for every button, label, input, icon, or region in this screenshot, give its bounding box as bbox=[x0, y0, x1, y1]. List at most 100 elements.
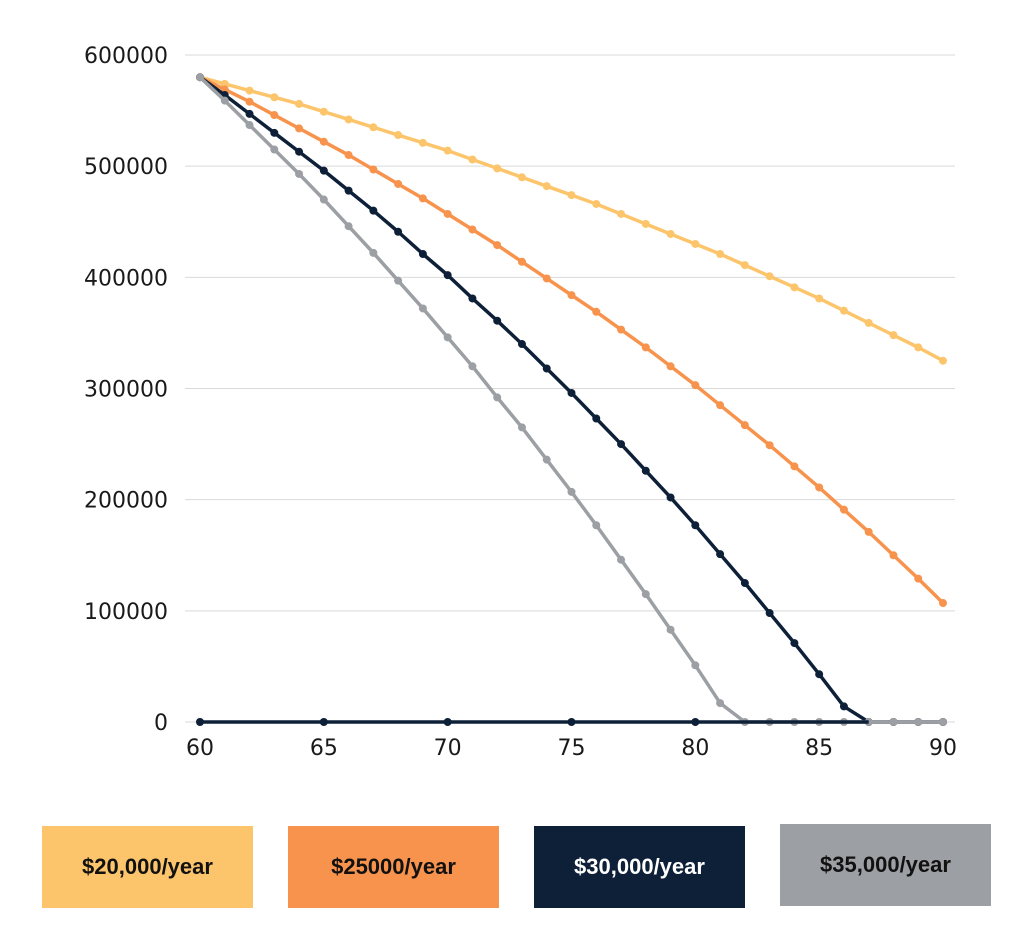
data-point bbox=[319, 137, 328, 146]
data-point bbox=[270, 145, 279, 154]
data-point bbox=[592, 199, 601, 208]
y-tick-label: 400000 bbox=[84, 266, 168, 291]
data-point bbox=[765, 609, 774, 618]
x-tick-label: 70 bbox=[434, 736, 462, 761]
data-point bbox=[493, 164, 502, 173]
data-point bbox=[716, 401, 725, 410]
data-point bbox=[939, 599, 947, 608]
data-point bbox=[691, 381, 700, 390]
data-point bbox=[641, 343, 650, 352]
data-point bbox=[245, 86, 254, 95]
data-point bbox=[691, 661, 700, 670]
series-path bbox=[198, 75, 943, 724]
data-point bbox=[295, 169, 304, 178]
data-point bbox=[319, 718, 328, 726]
legend-label: $30,000/year bbox=[574, 854, 705, 879]
legend-item-20000: $20,000/year bbox=[42, 826, 253, 908]
data-point bbox=[443, 333, 452, 342]
y-tick-label: 200000 bbox=[84, 489, 168, 514]
data-point bbox=[517, 257, 526, 266]
data-point bbox=[418, 138, 427, 147]
data-point bbox=[295, 99, 304, 108]
data-point bbox=[270, 111, 279, 120]
data-point bbox=[319, 166, 328, 175]
data-point bbox=[765, 441, 774, 450]
series-group bbox=[196, 73, 947, 726]
series-line-0 bbox=[196, 73, 947, 365]
data-point bbox=[394, 276, 403, 285]
data-point bbox=[716, 550, 725, 559]
data-point bbox=[740, 579, 749, 588]
data-point bbox=[344, 115, 353, 124]
data-point bbox=[220, 79, 229, 88]
data-point bbox=[468, 225, 477, 234]
x-tick-label: 80 bbox=[681, 736, 709, 761]
data-point bbox=[666, 493, 675, 502]
data-point bbox=[418, 304, 427, 313]
data-point bbox=[443, 718, 452, 726]
data-point bbox=[666, 229, 675, 238]
data-point bbox=[319, 107, 328, 116]
data-point bbox=[245, 121, 254, 130]
data-point bbox=[270, 128, 279, 137]
data-point bbox=[369, 206, 378, 215]
data-point bbox=[443, 209, 452, 218]
data-point bbox=[493, 393, 502, 402]
legend-label: $35,000/year bbox=[820, 852, 951, 877]
data-point bbox=[592, 307, 601, 316]
x-tick-label: 75 bbox=[558, 736, 586, 761]
series-line-4 bbox=[196, 718, 869, 726]
data-point bbox=[815, 294, 824, 303]
data-point bbox=[691, 718, 700, 726]
data-point bbox=[567, 487, 576, 496]
data-point bbox=[641, 590, 650, 599]
data-point bbox=[517, 423, 526, 432]
data-point bbox=[815, 483, 824, 492]
x-tick-label: 60 bbox=[186, 736, 214, 761]
data-point bbox=[369, 165, 378, 174]
data-point bbox=[517, 173, 526, 182]
data-point bbox=[740, 261, 749, 270]
data-point bbox=[319, 195, 328, 204]
data-point bbox=[617, 555, 626, 564]
legend-item-25000: $25000/year bbox=[288, 826, 499, 908]
data-point bbox=[394, 131, 403, 140]
data-point bbox=[666, 625, 675, 634]
x-tick-label: 85 bbox=[805, 736, 833, 761]
data-point bbox=[914, 574, 923, 583]
data-point bbox=[542, 182, 551, 191]
data-point bbox=[914, 343, 923, 352]
data-point bbox=[617, 440, 626, 449]
data-point bbox=[740, 421, 749, 430]
y-tick-label: 0 bbox=[154, 711, 168, 736]
legend-item-35000: $35,000/year bbox=[780, 824, 991, 906]
data-point bbox=[790, 283, 799, 292]
data-point bbox=[468, 362, 477, 371]
data-point bbox=[493, 316, 502, 325]
data-point bbox=[295, 147, 304, 156]
data-point bbox=[592, 414, 601, 423]
data-point bbox=[839, 505, 848, 514]
data-point bbox=[939, 356, 947, 365]
data-point bbox=[691, 521, 700, 530]
series-line-3 bbox=[196, 73, 947, 726]
data-point bbox=[889, 551, 898, 560]
data-point bbox=[839, 306, 848, 315]
data-point bbox=[369, 248, 378, 257]
data-point bbox=[542, 364, 551, 373]
data-point bbox=[691, 239, 700, 248]
data-point bbox=[567, 718, 576, 726]
series-path bbox=[199, 75, 945, 605]
x-axis: 60 65 70 75 80 85 90 bbox=[186, 736, 957, 761]
data-point bbox=[220, 96, 229, 105]
data-point bbox=[567, 291, 576, 300]
data-point bbox=[468, 294, 477, 303]
data-point bbox=[344, 186, 353, 195]
data-point bbox=[939, 718, 947, 726]
legend-label: $20,000/year bbox=[82, 854, 213, 879]
data-point bbox=[815, 670, 824, 679]
data-point bbox=[270, 93, 279, 102]
data-point bbox=[914, 718, 923, 726]
data-point bbox=[617, 325, 626, 334]
y-tick-label: 500000 bbox=[84, 155, 168, 180]
